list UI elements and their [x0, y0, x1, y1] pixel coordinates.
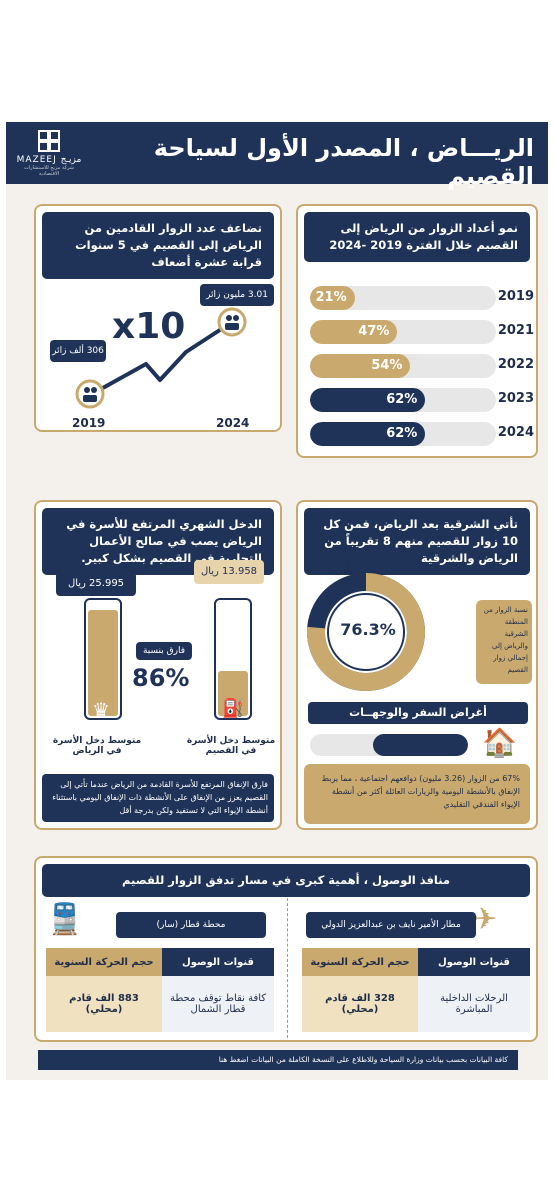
train-volume: 883 الف قادم (محلي) — [46, 976, 162, 1032]
train-name: محطة قطار (سار) — [116, 912, 266, 938]
train-col-channels: قنوات الوصول — [162, 948, 274, 976]
growth-bar-row: 62% 2024 — [310, 422, 534, 448]
visitor-growth-card: نمو أعداد الزوار من الرياض إلى القصيم خل… — [296, 204, 538, 458]
fuel-icon: ⛽ — [222, 698, 245, 719]
train-channel: كافة نقاط توقف محطة قطار الشمال — [162, 976, 274, 1032]
mazeej-logo: MAZEEJ مزيـج شركة مزيج للاستشارات الاقتص… — [14, 128, 84, 180]
purpose-heading: أغراض السفر والوجهــات — [308, 702, 528, 724]
growth-bar-fill: 21% — [310, 286, 355, 310]
train-icon: 🚆 — [46, 902, 84, 937]
riyadh-income-fill — [88, 609, 118, 716]
airport-col-channels: قنوات الوصول — [418, 948, 530, 976]
growth-bar-year: 2023 — [497, 391, 534, 406]
qassim-income-value: 13.958 ريال — [194, 560, 264, 584]
riyadh-income-gauge — [84, 598, 122, 720]
growth-bar-track: 62% — [310, 388, 496, 412]
others-label: آخرون — [328, 566, 350, 575]
year-start: 2019 — [72, 416, 106, 430]
growth-line-chart — [75, 307, 247, 409]
logo-subtitle: شركة مزيج للاستشارات الاقتصادية — [24, 165, 74, 177]
growth-bar-track: 21% — [310, 286, 496, 310]
infographic: MAZEEJ مزيـج شركة مزيج للاستشارات الاقتص… — [6, 122, 548, 1080]
multiplier-card: تضاعف عدد الزوار القادمين من الرياض إلى … — [34, 204, 282, 432]
page-title: الريـــاض ، المصدر الأول لسياحة القصيم — [153, 134, 534, 190]
growth-bar-row: 47% 2021 — [310, 320, 534, 346]
multiplier-heading: تضاعف عدد الزوار القادمين من الرياض إلى … — [42, 212, 274, 279]
growth-bar-fill: 62% — [310, 388, 426, 412]
header-banner: MAZEEJ مزيـج شركة مزيج للاستشارات الاقتص… — [6, 122, 548, 190]
train-table: قنوات الوصول حجم الحركة السنوية كافة نقا… — [46, 948, 274, 1032]
logo-mark-icon — [36, 130, 62, 152]
growth-bar-fill: 62% — [310, 422, 426, 446]
ports-card: منافذ الوصول ، أهمية كبرى في مسار تدفق ا… — [34, 856, 538, 1042]
qassim-income-gauge — [214, 598, 252, 720]
airport-table: قنوات الوصول حجم الحركة السنوية الرحلات … — [302, 948, 530, 1032]
growth-line — [91, 324, 228, 396]
growth-bar-year: 2021 — [497, 323, 534, 338]
purpose-note: 67% من الزوار (3.26 مليون) دوافعهم اجتما… — [304, 764, 530, 824]
year-end: 2024 — [216, 416, 250, 430]
visitor-growth-heading: نمو أعداد الزوار من الرياض إلى القصيم خل… — [304, 212, 530, 262]
growth-bar-year: 2022 — [497, 357, 534, 372]
income-heading: الدخل الشهري المرتفع للأسرة في الرياض يص… — [42, 508, 274, 575]
family-home-icon: 🏠 — [482, 726, 517, 759]
end-visitors-pill: 3.01 مليون زائر — [200, 284, 274, 306]
growth-bar-track: 47% — [310, 320, 496, 344]
qassim-income-fill — [218, 671, 248, 716]
logo-brand: MAZEEJ مزيـج — [16, 155, 82, 165]
income-card: الدخل الشهري المرتفع للأسرة في الرياض يص… — [34, 500, 282, 830]
end-marker-icon — [217, 307, 247, 337]
growth-bar-year: 2024 — [497, 425, 534, 440]
difference-label: فارق بنسبة — [136, 642, 192, 660]
growth-bar-fill: 47% — [310, 320, 398, 344]
purpose-bar-fill — [373, 734, 468, 756]
airport-col-volume: حجم الحركة السنوية — [302, 948, 418, 976]
difference-value: 86% — [132, 664, 190, 692]
eastern-heading: تأتي الشرقية بعد الرياض، فمن كل 10 زوار … — [304, 508, 530, 575]
airport-channel: الرحلات الداخلية المباشرة — [418, 976, 530, 1032]
eastern-card: تأتي الشرقية بعد الرياض، فمن كل 10 زوار … — [296, 500, 538, 830]
growth-bar-year: 2019 — [497, 289, 534, 304]
train-col-volume: حجم الحركة السنوية — [46, 948, 162, 976]
share-percent: 76.3% — [340, 620, 396, 639]
growth-bar-track: 62% — [310, 422, 496, 446]
growth-bar-fill: 54% — [310, 354, 411, 378]
airport-icon: ✈ — [472, 902, 498, 937]
riyadh-income-value: 25.995 ريال — [56, 572, 136, 596]
donut-share-arc — [307, 573, 425, 691]
ports-divider — [287, 898, 288, 1038]
purpose-bar — [310, 734, 468, 756]
growth-bar-row: 21% 2019 — [310, 286, 534, 312]
start-marker-icon — [75, 379, 105, 409]
airport-name: مطار الأمير نايف بن عبدالعزيز الدولي — [306, 912, 476, 938]
growth-bar-track: 54% — [310, 354, 496, 378]
growth-bar-row: 62% 2023 — [310, 388, 534, 414]
income-note: فارق الإنفاق المرتفع للأسرة القادمة من ا… — [42, 774, 274, 822]
qassim-caption: متوسط دخل الأسرة في القصيم — [186, 736, 276, 756]
crown-icon: ♛ — [92, 698, 110, 722]
riyadh-caption: متوسط دخل الأسرة في الرياض — [52, 736, 142, 756]
multiplier-factor: x10 — [112, 306, 186, 347]
airport-volume: 328 الف قادم (محلي) — [302, 976, 418, 1032]
share-donut-chart — [307, 573, 425, 691]
start-visitors-pill: 306 ألف زائر — [50, 340, 106, 362]
source-footer[interactable]: كافة البيانات بحسب بيانات وزارة السياحة … — [38, 1050, 518, 1070]
growth-bar-row: 54% 2022 — [310, 354, 534, 380]
ports-heading: منافذ الوصول ، أهمية كبرى في مسار تدفق ا… — [42, 864, 530, 897]
share-caption: نسبة الزوار من المنطقة الشرقية والرياض إ… — [476, 600, 532, 684]
